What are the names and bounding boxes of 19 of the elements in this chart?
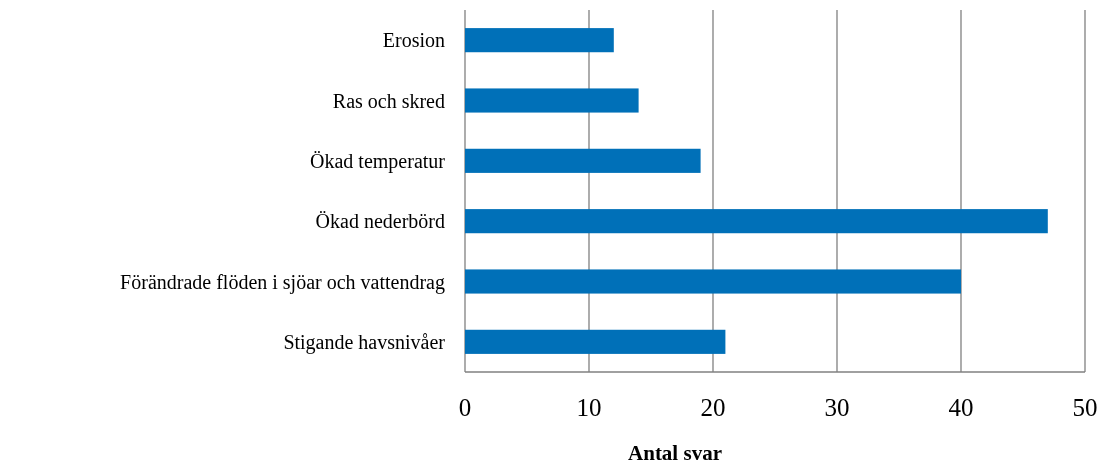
bar bbox=[465, 269, 961, 294]
bar bbox=[465, 28, 614, 53]
x-tick-label: 40 bbox=[948, 394, 974, 421]
y-tick-label: Erosion bbox=[382, 29, 445, 52]
bar bbox=[465, 329, 726, 354]
x-tick-label: 20 bbox=[700, 394, 726, 421]
x-axis-title: Antal svar bbox=[628, 441, 722, 465]
x-tick-label: 10 bbox=[576, 394, 602, 421]
bar bbox=[465, 88, 639, 113]
bar bbox=[465, 209, 1048, 234]
x-tick-label: 0 bbox=[458, 394, 472, 421]
y-tick-label: Ökad nederbörd bbox=[315, 210, 445, 233]
y-tick-label: Ras och skred bbox=[332, 89, 445, 112]
bar bbox=[465, 148, 701, 173]
y-tick-label: Förändrade flöden i sjöar och vattendrag bbox=[120, 270, 445, 294]
y-tick-label: Ökad temperatur bbox=[310, 149, 446, 173]
y-tick-label: Stigande havsnivåer bbox=[283, 330, 446, 354]
x-tick-label: 30 bbox=[824, 394, 850, 421]
x-tick-label: 50 bbox=[1072, 394, 1098, 421]
